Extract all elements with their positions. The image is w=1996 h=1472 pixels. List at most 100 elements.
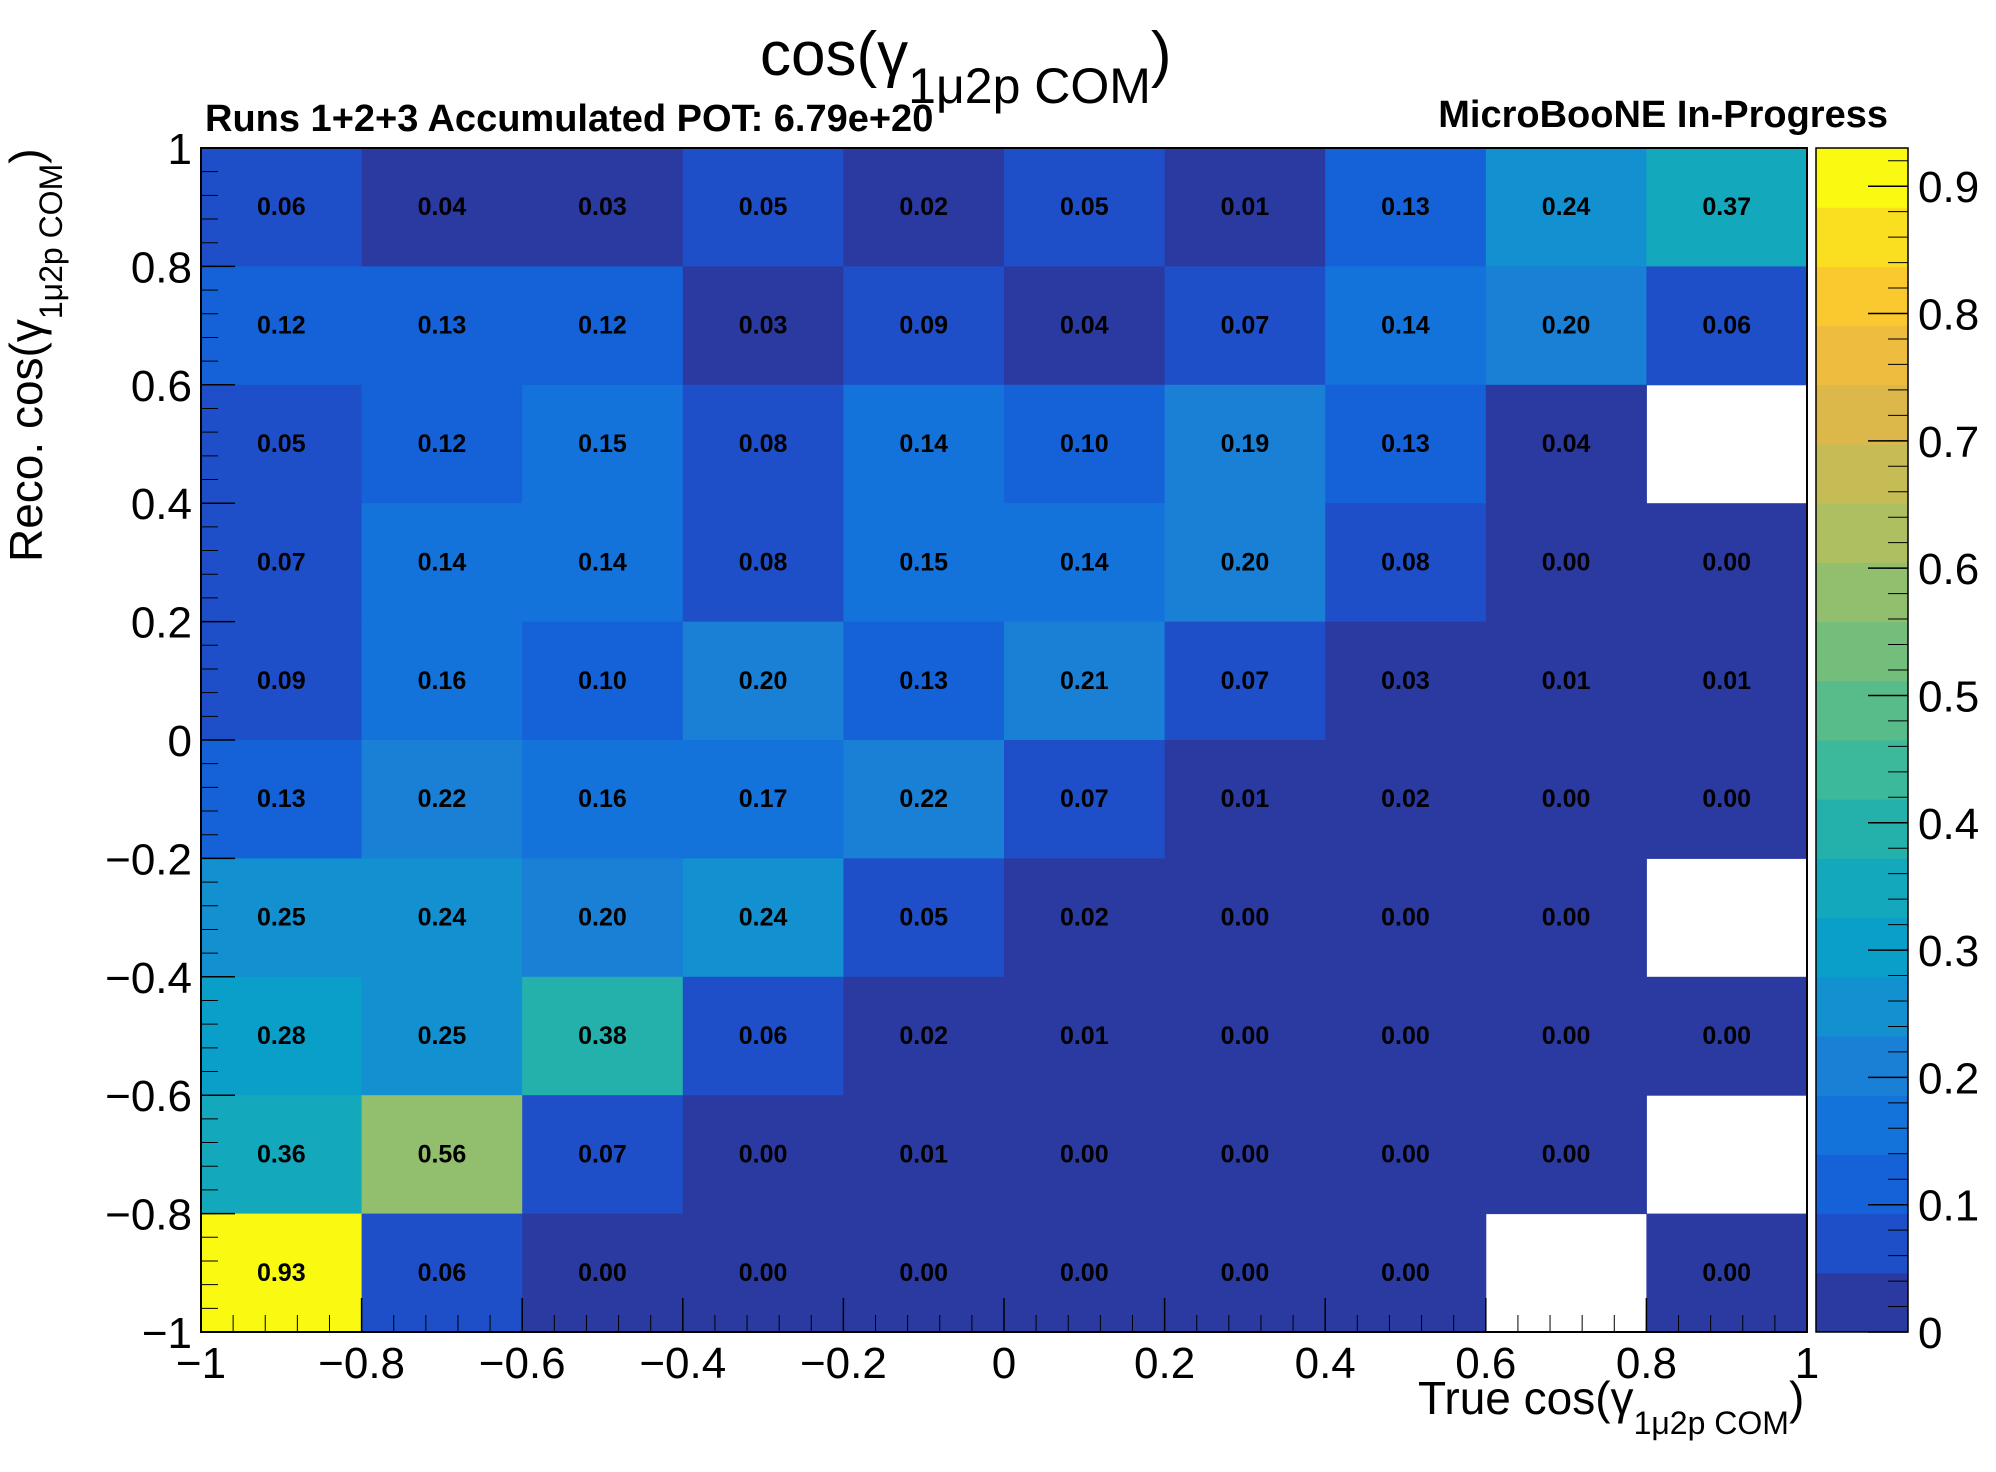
cell-value-label: 0.00 <box>1381 904 1430 932</box>
heatmap-cell <box>1485 858 1647 978</box>
heatmap-cell <box>843 1095 1005 1215</box>
heatmap-cell <box>1004 1213 1166 1333</box>
y-axis-tick-labels: −1 −0.8 −0.6 −0.4 −0.2 0 0.2 0.4 0.6 0.8 1 <box>105 125 192 1358</box>
heatmap-cell <box>1325 503 1487 623</box>
cell-value-label: 0.13 <box>418 312 467 340</box>
heatmap-cell <box>1325 148 1487 267</box>
colorbar-tick-label: 0.6 <box>1918 545 1979 594</box>
heatmap-cell <box>1485 1095 1647 1215</box>
cell-value-label: 0.22 <box>899 785 948 813</box>
heatmap-cell <box>1164 858 1326 978</box>
cell-value-label: 0.19 <box>1221 430 1270 458</box>
cell-value-label: 0.25 <box>418 1022 467 1050</box>
colorbar-segment <box>1816 148 1908 208</box>
x-tick-label: 0.2 <box>1134 1339 1195 1388</box>
heatmap-cell <box>1325 384 1487 504</box>
heatmap-cell <box>1164 1095 1326 1215</box>
heatmap-cell <box>1646 266 1808 386</box>
heatmap-cell <box>201 621 363 741</box>
heatmap-cell <box>682 858 844 978</box>
cell-value-label: 0.08 <box>739 548 788 576</box>
heatmap-cell <box>361 384 523 504</box>
cell-value-label: 0.20 <box>578 904 627 932</box>
y-axis-ticks <box>201 147 235 1333</box>
y-tick-label: 0.8 <box>131 243 192 292</box>
heatmap-cell <box>361 503 523 623</box>
heatmap-cell <box>1164 384 1326 504</box>
heatmap-cell <box>522 1213 684 1333</box>
heatmap-cell <box>1485 266 1647 386</box>
heatmap-cell <box>1164 621 1326 741</box>
heatmap-cell <box>1646 976 1808 1096</box>
y-tick-label: −0.6 <box>105 1072 192 1121</box>
colorbar-segment <box>1816 1036 1908 1096</box>
y-tick-label: −0.4 <box>105 954 192 1003</box>
heatmap-cell <box>1004 621 1166 741</box>
cell-value-label: 0.01 <box>1221 193 1270 221</box>
cell-value-label: 0.04 <box>1060 312 1109 340</box>
heatmap-cell <box>1164 503 1326 623</box>
heatmap-cell <box>843 740 1005 859</box>
heatmap-cell <box>843 266 1005 386</box>
heatmap-cell <box>1485 621 1647 741</box>
y-axis-label-close: ) <box>0 148 52 163</box>
heatmap-cell <box>201 740 363 859</box>
heatmap-cell <box>682 976 844 1096</box>
colorbar-tick-label: 0.7 <box>1918 418 1979 467</box>
heatmap-cell <box>1325 976 1487 1096</box>
heatmap-cell <box>522 148 684 267</box>
colorbar <box>1816 148 1908 1333</box>
heatmap-cell <box>1004 148 1166 267</box>
cell-value-label: 0.16 <box>578 785 627 813</box>
cell-value-label: 0.01 <box>1060 1022 1109 1050</box>
cell-value-label: 0.12 <box>578 312 627 340</box>
heatmap-cell <box>1164 740 1326 859</box>
cell-value-label: 0.00 <box>1060 1140 1109 1168</box>
colorbar-tick-label: 0.5 <box>1918 672 1979 721</box>
cell-value-label: 0.13 <box>899 667 948 695</box>
y-tick-label: −0.2 <box>105 835 192 884</box>
cell-value-label: 0.21 <box>1060 667 1109 695</box>
heatmap-cell <box>682 740 844 859</box>
heatmap-cell <box>361 148 523 267</box>
heatmap-cell <box>1004 503 1166 623</box>
colorbar-segment <box>1816 1213 1908 1274</box>
cell-value-label: 0.00 <box>1702 785 1751 813</box>
cell-value-label: 0.05 <box>257 430 306 458</box>
cell-value-label: 0.37 <box>1702 193 1751 221</box>
cell-value-label: 0.00 <box>1221 904 1270 932</box>
cell-value-label: 0.01 <box>1702 667 1751 695</box>
y-tick-label: 0 <box>168 717 192 766</box>
colorbar-segment <box>1816 562 1908 623</box>
cell-value-label: 0.01 <box>1542 667 1591 695</box>
heatmap-cell <box>1485 503 1647 623</box>
colorbar-segment <box>1816 858 1908 919</box>
heatmap-cell <box>843 858 1005 978</box>
cell-value-label: 0.14 <box>578 548 627 576</box>
cell-value-label: 0.17 <box>739 785 788 813</box>
cell-value-label: 0.00 <box>1221 1140 1270 1168</box>
heatmap-cell <box>522 621 684 741</box>
colorbar-frame <box>1815 147 1909 1333</box>
heatmap-cell <box>1004 976 1166 1096</box>
cell-value-label: 0.00 <box>1702 1259 1751 1287</box>
heatmap-cell <box>361 266 523 386</box>
cell-value-label: 0.07 <box>257 548 306 576</box>
y-tick-label: 0.6 <box>131 362 192 411</box>
cell-value-label: 0.08 <box>1381 548 1430 576</box>
cell-value-label: 0.07 <box>1221 667 1270 695</box>
heatmap-cell-labels: 0.06 0.04 0.03 0.05 0.02 0.05 0.01 0.13 0.24 0.37… <box>257 193 1751 1287</box>
cell-value-label: 0.25 <box>257 904 306 932</box>
cell-value-label: 0.14 <box>418 548 467 576</box>
colorbar-segment <box>1816 917 1908 978</box>
cell-value-label: 0.04 <box>1542 430 1591 458</box>
y-axis-label-main: Reco. cos(γ <box>0 319 52 562</box>
cell-value-label: 0.02 <box>1381 785 1430 813</box>
cell-value-label: 0.15 <box>899 548 948 576</box>
cell-value-label: 0.56 <box>418 1140 467 1168</box>
colorbar-tick-label: 0.1 <box>1918 1182 1979 1231</box>
cell-value-label: 0.00 <box>1221 1259 1270 1287</box>
heatmap-cells <box>201 148 1808 1333</box>
x-axis-label-close: ) <box>1789 1372 1804 1424</box>
x-tick-label: 0.8 <box>1616 1339 1677 1388</box>
